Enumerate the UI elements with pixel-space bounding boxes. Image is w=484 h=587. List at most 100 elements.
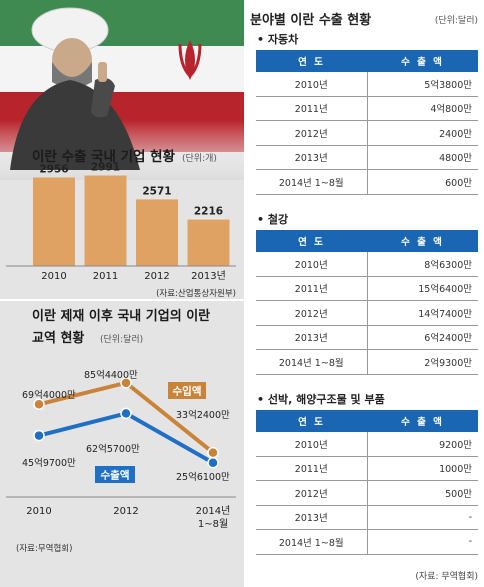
bar-category-label: 2010 <box>41 271 66 282</box>
series-point <box>33 398 45 411</box>
series-value-label: 25억6100만 <box>176 471 230 483</box>
left-infographic-panel: 이란 수출 국내 기업 현황 (단위:개) 2956 2010 2991 2011 25… <box>0 0 244 587</box>
trade-x-tick-label: 2014년 <box>196 505 231 517</box>
year-cell: 2010년 <box>256 252 367 277</box>
bar-2010 <box>33 177 75 266</box>
trade-x-tick-label: 1~8월 <box>198 518 228 530</box>
year-cell: 2012년 <box>256 480 367 506</box>
column-header-year: 연 도 <box>256 410 367 432</box>
trade-source: (자료:무역협회) <box>16 543 72 554</box>
series-name-label: 수출액 <box>101 469 130 482</box>
year-cell: 2012년 <box>256 300 367 326</box>
bar-2011 <box>84 175 127 266</box>
value-cell: 4800만 <box>366 145 478 170</box>
year-cell: 2011년 <box>256 276 367 301</box>
export-table-unit-wrap: (단위:달러) <box>432 12 478 27</box>
series-value-label: 85억4400만 <box>84 369 138 381</box>
bar-2012 <box>136 199 178 266</box>
trade-x-tick-label: 2012 <box>113 506 138 517</box>
table-row: 2013년 6억2400만 <box>256 325 478 350</box>
table-row: 2010년 8억6300만 <box>256 252 478 277</box>
year-cell: 2013년 <box>256 325 367 350</box>
value-cell: 8억6300만 <box>366 252 478 277</box>
series-point <box>207 457 219 469</box>
bar-2013년 <box>187 219 230 266</box>
table-row: 2012년 14억7400만 <box>256 300 478 326</box>
series-name-badge <box>95 466 135 483</box>
value-cell: 9200만 <box>366 432 478 457</box>
table-row: 2010년 9200만 <box>256 432 478 457</box>
value-cell: 2400만 <box>366 120 478 146</box>
year-cell: 2013년 <box>256 505 367 530</box>
section-title: • 자동차 <box>257 33 299 46</box>
table-row: 2011년 1000만 <box>256 456 478 481</box>
series-value-label: 69억4000만 <box>22 389 76 401</box>
year-cell: 2011년 <box>256 456 367 481</box>
column-header-year: 연 도 <box>256 50 367 72</box>
employment-bars: 2956 2010 2991 2011 2571 2012 2216 2013년 <box>33 162 230 282</box>
table-row: 2013년 - <box>256 505 478 530</box>
bar-value-label: 2571 <box>142 185 171 197</box>
series-point <box>120 407 132 420</box>
table-row: 2011년 15억6400만 <box>256 276 478 301</box>
section-title: • 선박, 해양구조물 및 부품 <box>257 393 385 406</box>
value-cell: 15억6400만 <box>366 276 478 301</box>
series-value-label: 45억9700만 <box>22 457 76 469</box>
bar-category-label: 2012 <box>144 271 169 282</box>
trade-x-tick-label: 2010 <box>26 506 51 517</box>
table-row: 2014년 1~8월 600만 <box>256 169 478 195</box>
year-cell: 2010년 <box>256 432 367 457</box>
column-header-year: 연 도 <box>256 230 367 252</box>
value-cell: 1000만 <box>366 456 478 481</box>
series-point <box>207 446 219 459</box>
series-point <box>120 377 132 389</box>
series-point <box>33 429 45 442</box>
table-row: 2013년 4800만 <box>256 145 478 170</box>
column-header-value: 수 출 액 <box>367 410 478 432</box>
employment-chart-unit: (단위:개) <box>182 153 217 164</box>
export-table-title-text: 분야별 이란 수출 현황 <box>250 13 372 28</box>
trade-chart-title-line2: 교역 현황 <box>32 330 84 346</box>
column-header-value: 수 출 액 <box>367 50 478 72</box>
bar-value-label: 2991 <box>91 162 120 174</box>
year-cell: 2014년 1~8월 <box>256 169 367 195</box>
table-row: 2012년 500만 <box>256 480 478 506</box>
table-row: 2011년 4억800만 <box>256 96 478 121</box>
year-cell: 2011년 <box>256 96 367 121</box>
series-name-badge <box>168 382 206 399</box>
table-source: (자료: 무역협회) <box>415 572 478 582</box>
bar-value-label: 2216 <box>194 206 223 218</box>
series-name-label: 수입액 <box>173 385 202 398</box>
series-value-label: 33억2400만 <box>176 409 230 421</box>
employment-chart-title: 이란 수출 국내 기업 현황 <box>32 148 176 165</box>
trade-chart-title-line1: 이란 제재 이후 국내 기업의 이란 <box>32 308 210 324</box>
column-header-value: 수 출 액 <box>367 230 478 252</box>
series-value-label: 62억5700만 <box>86 443 140 455</box>
employment-source: (자료:산업통상자원부) <box>156 288 236 299</box>
table-row: 2012년 2400만 <box>256 120 478 146</box>
value-cell: - <box>366 529 478 555</box>
table-row: 2014년 1~8월 - <box>256 529 478 555</box>
value-cell: 2억9300만 <box>366 349 478 375</box>
value-cell: 600만 <box>366 169 478 195</box>
cleric-silhouette <box>10 7 140 170</box>
export-table-title: 분야별 이란 수출 현황 <box>250 9 371 28</box>
trade-lines: 69억4000만 85억4400만 33억2400만 수입액 45억9700만 62억57… <box>22 369 230 530</box>
year-cell: 2010년 <box>256 72 367 97</box>
value-cell: - <box>366 505 478 530</box>
year-cell: 2012년 <box>256 120 367 146</box>
bar-value-label: 2956 <box>39 164 68 176</box>
year-cell: 2014년 1~8월 <box>256 529 367 555</box>
bar-category-label: 2013년 <box>191 270 226 282</box>
value-cell: 14억7400만 <box>366 300 478 326</box>
flag-emblem-icon <box>185 40 195 80</box>
trade-chart-unit: (단위:달러) <box>100 333 143 345</box>
year-cell: 2014년 1~8월 <box>256 349 367 375</box>
section-title: • 철강 <box>257 213 289 226</box>
value-cell: 6억2400만 <box>366 325 478 350</box>
value-cell: 5억3800만 <box>366 72 478 97</box>
